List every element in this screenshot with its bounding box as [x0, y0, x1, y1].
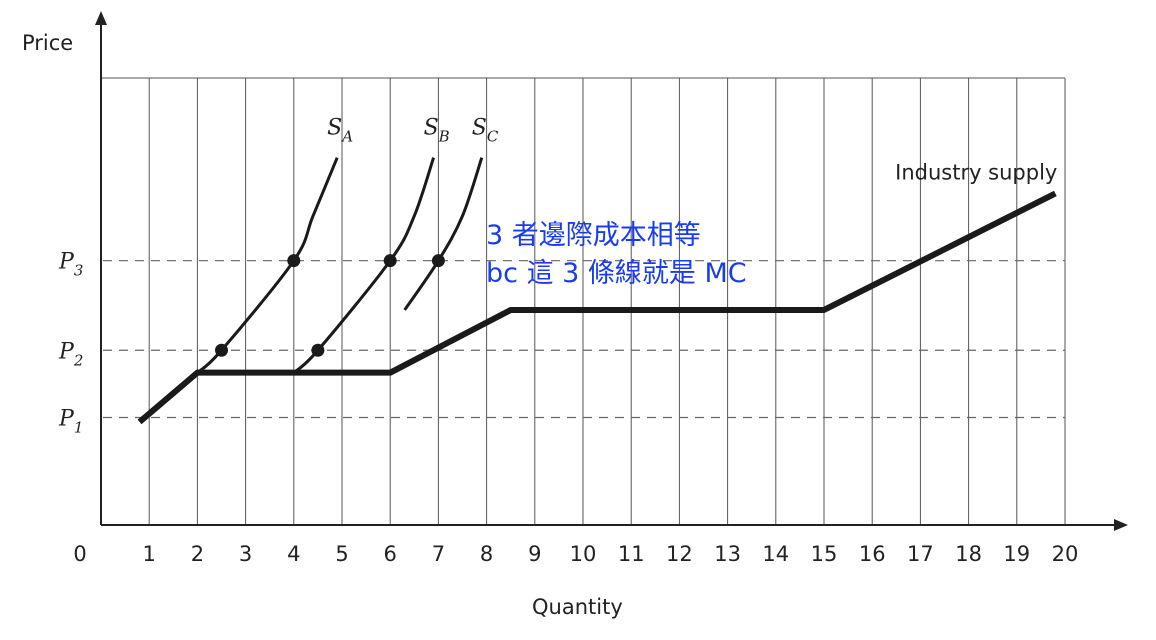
supply-curves [137, 157, 1057, 425]
x-tick-label: 15 [811, 542, 838, 566]
industry-supply-label: Industry supply [895, 160, 1057, 184]
x-tick-label: 3 [239, 542, 252, 566]
x-tick-label: 17 [907, 542, 934, 566]
x-tick-label: 14 [762, 542, 789, 566]
x-tick-label: 5 [335, 542, 348, 566]
grid [101, 77, 1066, 525]
intersection-marker [287, 254, 301, 268]
x-tick-label: 4 [287, 542, 300, 566]
text-labels: Price Quantity 3 者邊際成本相等 bc 這 3 條線就是 MC … [22, 31, 1057, 619]
x-tick-label: 6 [384, 542, 397, 566]
supply-curve-label-a: SA [327, 116, 353, 146]
markers [215, 254, 445, 357]
price-label: P1 [58, 406, 83, 436]
x-tick-label: 20 [1052, 542, 1079, 566]
x-tick-label: 9 [528, 542, 541, 566]
supply-curve-label-c: SC [472, 116, 499, 146]
x-tick-label: 1 [143, 542, 156, 566]
supply-curve-label-b: SB [424, 116, 450, 146]
x-tick-label: 10 [570, 542, 597, 566]
supply-curve-c [403, 157, 484, 311]
axes [95, 11, 1128, 531]
supply-curve-b [292, 157, 436, 374]
price-guides [103, 260, 1065, 419]
x-axis-label: Quantity [532, 595, 623, 619]
x-tick-label: 2 [191, 542, 204, 566]
x-tick-label: 11 [618, 542, 645, 566]
supply-curve-a [196, 157, 339, 374]
x-tick-label: 13 [714, 542, 741, 566]
x-tick-label: 0 [73, 542, 86, 566]
annotation-line-2: bc 這 3 條線就是 MC [486, 258, 747, 289]
price-label: P2 [58, 339, 83, 369]
x-tick-label: 7 [432, 542, 445, 566]
intersection-marker [215, 343, 228, 357]
annotation-line-1: 3 者邊際成本相等 [486, 220, 701, 251]
industry-supply-line [137, 190, 1057, 425]
x-axis-arrow [1114, 519, 1128, 531]
y-axis-arrow [95, 11, 107, 25]
intersection-marker [383, 254, 397, 268]
x-tick-label: 18 [955, 542, 982, 566]
y-axis-label: Price [22, 31, 73, 55]
x-tick-label: 16 [859, 542, 886, 566]
price-label: P3 [58, 250, 83, 280]
price-labels: P1 P3 P2 [58, 250, 83, 437]
x-tick-label: 8 [480, 542, 493, 566]
intersection-marker [311, 343, 325, 357]
intersection-marker [431, 254, 445, 268]
x-tick-label: 19 [1003, 542, 1030, 566]
x-ticks: 0 1 2 3 4 5 6 7 8 9 10 11 12 13 14 15 16 17 18 19 20 [73, 542, 1078, 566]
x-tick-label: 12 [666, 542, 693, 566]
